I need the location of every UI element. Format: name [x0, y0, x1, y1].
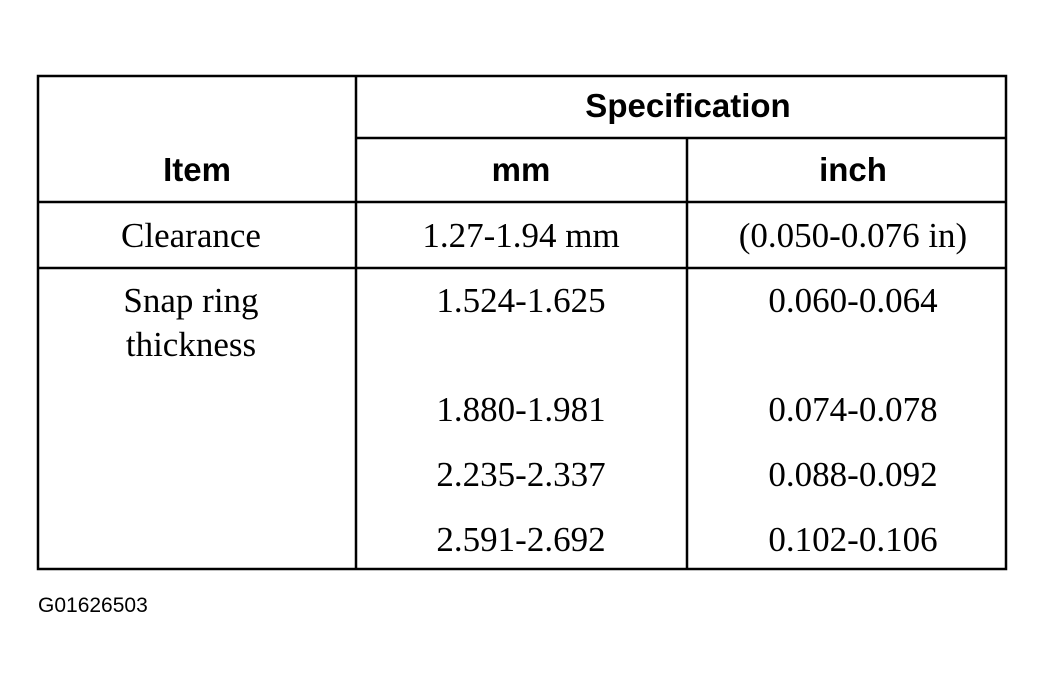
- cell: 0.060-0.064: [768, 281, 938, 320]
- cell: 1.880-1.981: [436, 390, 606, 429]
- cell: 0.102-0.106: [768, 520, 938, 559]
- row-item: Snap ring thickness: [123, 281, 259, 364]
- cell: 0.088-0.092: [768, 455, 938, 494]
- cell: 1.524-1.625: [436, 281, 606, 320]
- header-unit: mm: [491, 151, 551, 188]
- table-border: [36, 74, 1008, 571]
- cell: 2.591-2.692: [436, 520, 606, 559]
- header-specification: Specification: [585, 87, 791, 124]
- header-item: Item: [163, 151, 231, 188]
- figure-id: G01626503: [38, 594, 148, 617]
- row-item: Clearance: [121, 216, 261, 255]
- cell: 0.074-0.078: [768, 390, 938, 429]
- cell: (0.050-0.076 in): [738, 216, 968, 255]
- cell: 2.235-2.337: [436, 455, 606, 494]
- cell: 1.27-1.94 mm: [422, 216, 620, 255]
- header-unit: inch: [819, 151, 887, 188]
